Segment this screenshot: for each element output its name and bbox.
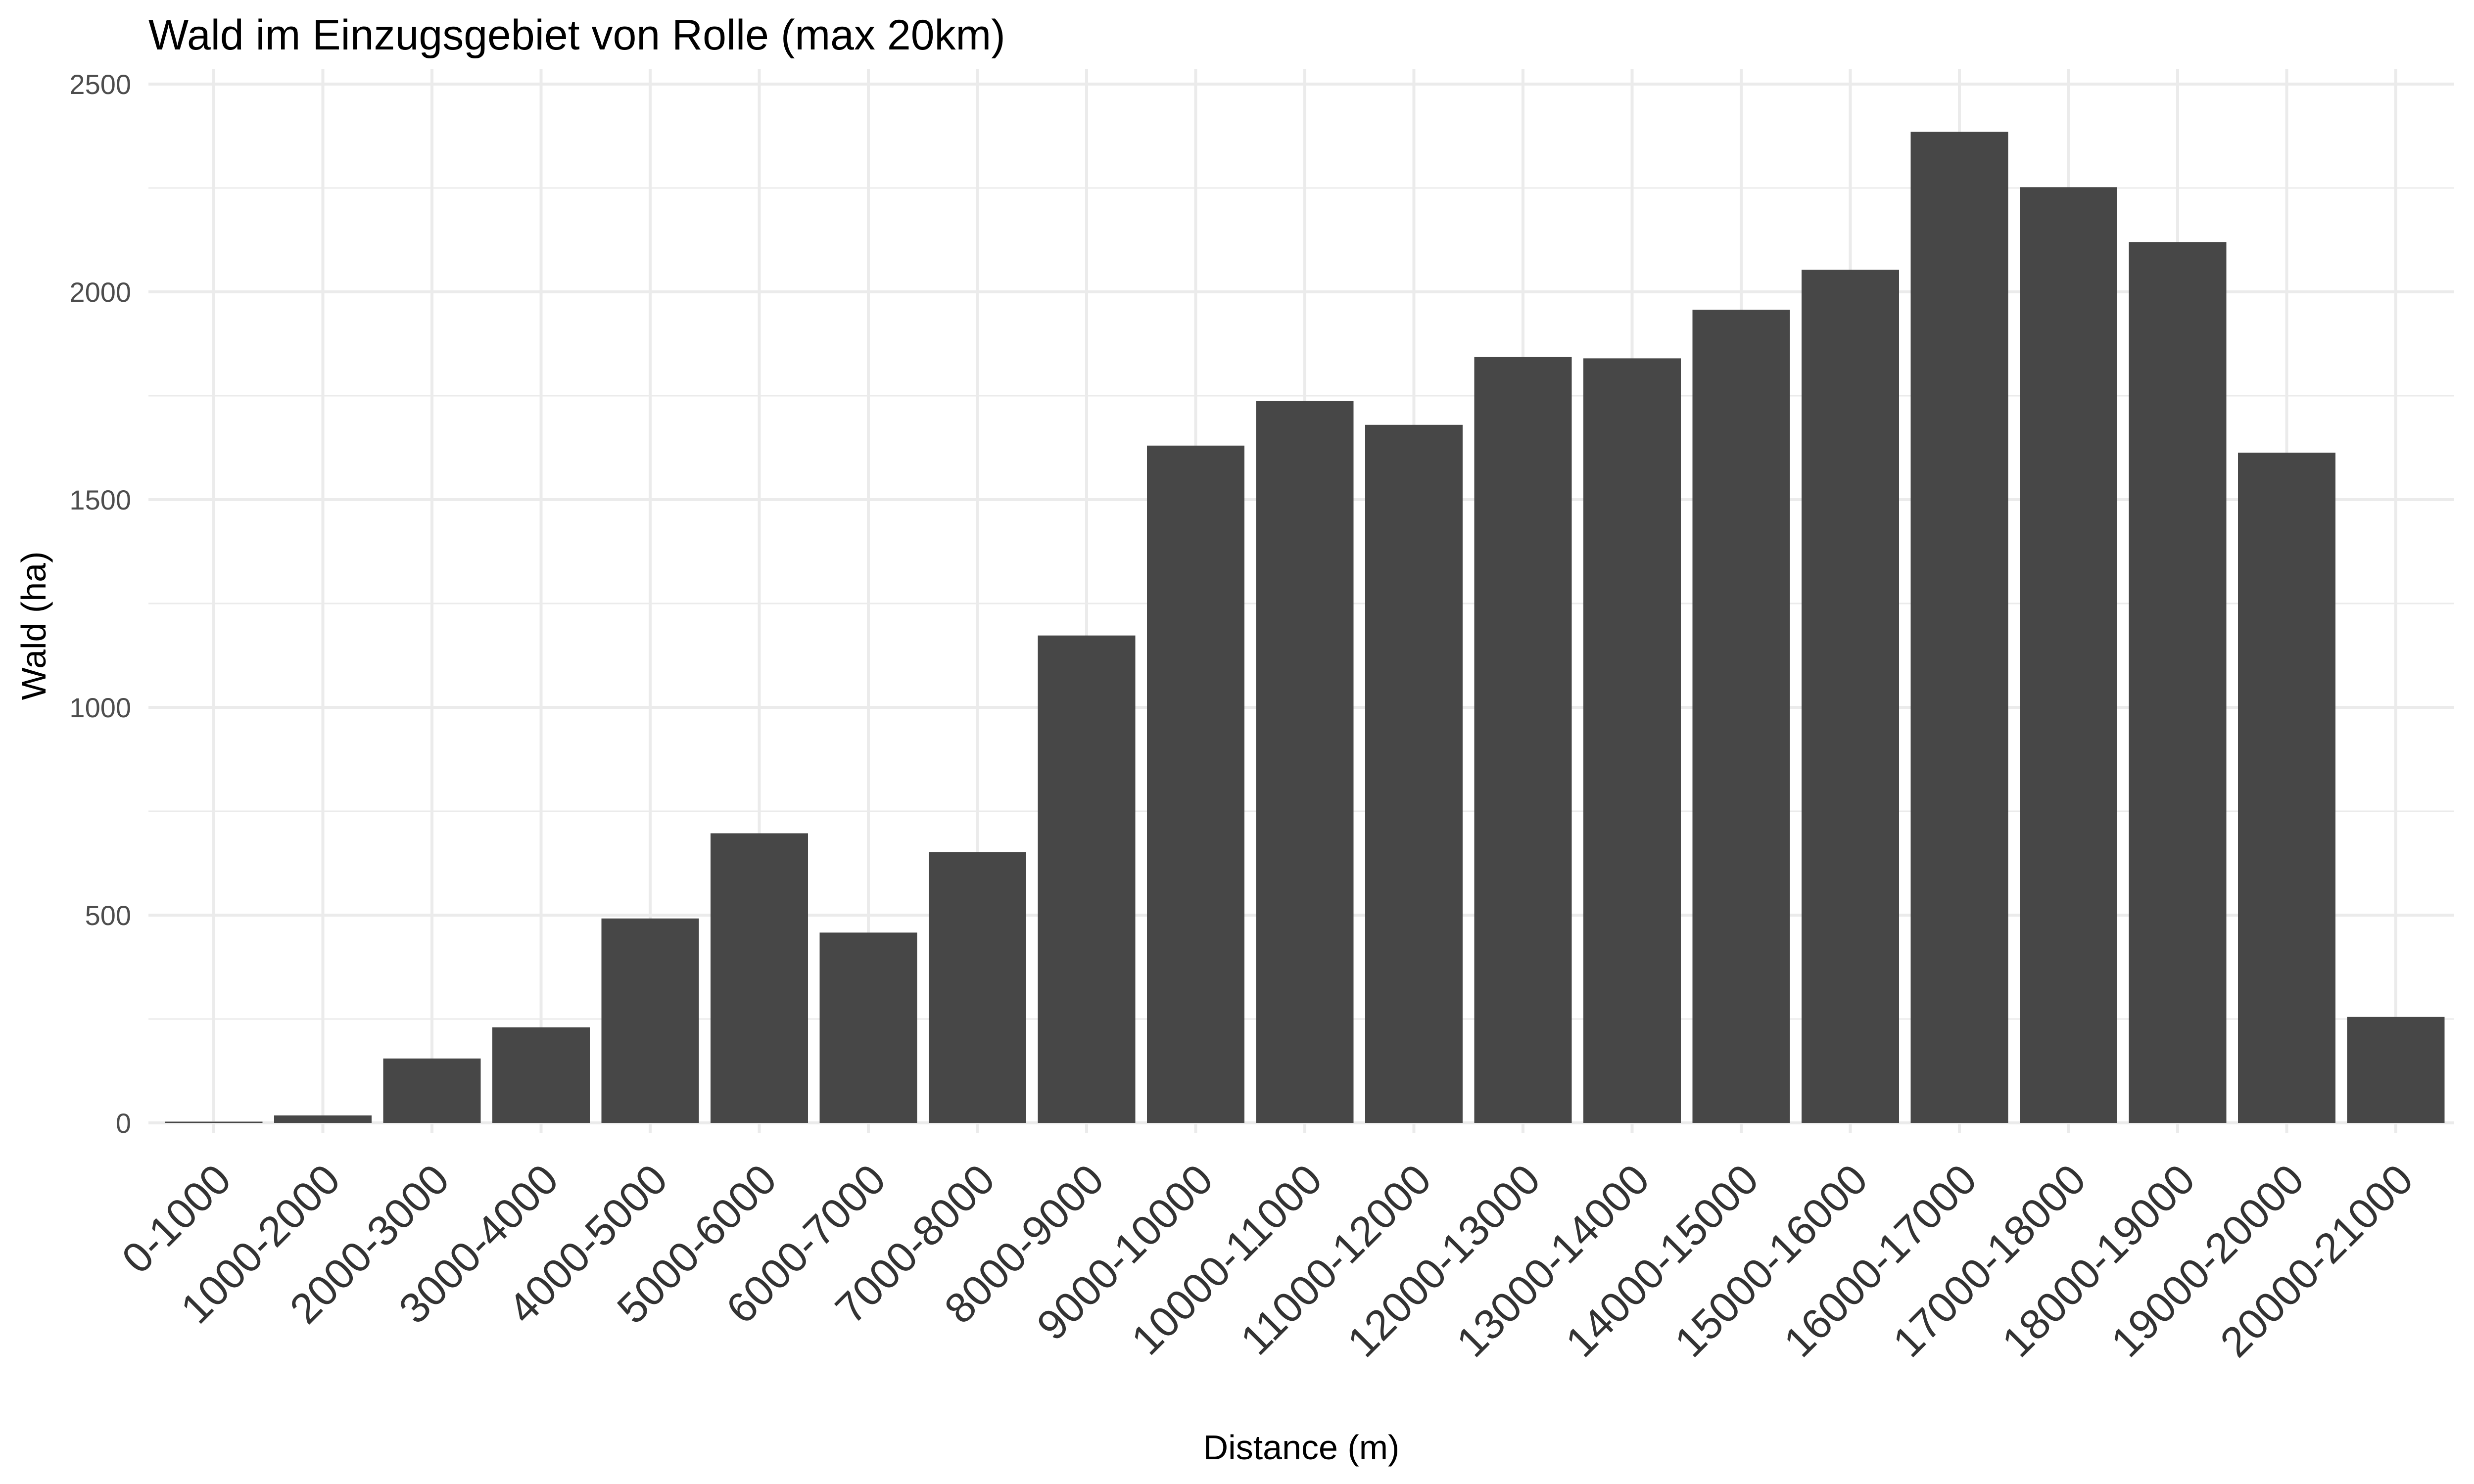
x-tick-label-20: 20000-21000	[2211, 1156, 2422, 1366]
chart-title: Wald im Einzugsgebiet von Rolle (max 20k…	[148, 11, 1005, 59]
y-tick-label-3: 1500	[69, 484, 131, 515]
y-tick-label-5: 2500	[69, 69, 131, 100]
bar-18000-19000	[2129, 242, 2227, 1123]
x-tick-label-12: 12000-13000	[1338, 1156, 1549, 1366]
y-axis-ticks: 0 500 1000 1500 2000 2500	[69, 69, 131, 1139]
bar-11000-12000	[1365, 424, 1463, 1123]
bar-10000-11000	[1256, 401, 1354, 1123]
bar-4000-5000	[601, 918, 699, 1123]
y-tick-label-0: 0	[116, 1108, 131, 1139]
x-tick-label-16: 16000-17000	[1775, 1156, 1986, 1366]
bar-8000-9000	[1038, 635, 1136, 1123]
bar-15000-16000	[1802, 270, 1899, 1123]
x-axis-title: Distance (m)	[1203, 1428, 1400, 1467]
bars	[165, 132, 2445, 1123]
bar-5000-6000	[711, 833, 808, 1123]
x-tick-label-13: 13000-14000	[1448, 1156, 1659, 1366]
bar-19000-20000	[2238, 453, 2335, 1123]
bar-2000-3000	[383, 1058, 481, 1123]
bar-3000-4000	[492, 1027, 590, 1123]
bar-13000-14000	[1583, 358, 1681, 1123]
bar-12000-13000	[1474, 357, 1572, 1123]
bar-9000-10000	[1147, 445, 1244, 1123]
bar-1000-2000	[274, 1115, 372, 1123]
bar-7000-8000	[929, 852, 1026, 1123]
x-axis-ticks: 0-10001000-20002000-30003000-40004000-50…	[113, 1156, 2422, 1366]
bar-14000-15000	[1692, 310, 1790, 1123]
x-tick-label-11: 11000-12000	[1232, 1156, 1440, 1364]
x-tick-label-10: 10000-11000	[1123, 1156, 1332, 1364]
bar-0-1000	[165, 1121, 263, 1123]
x-tick-label-19: 19000-20000	[2102, 1156, 2313, 1366]
y-tick-label-1: 500	[85, 900, 131, 931]
y-tick-label-2: 1000	[69, 692, 131, 723]
bar-6000-7000	[819, 932, 917, 1123]
x-tick-label-17: 17000-18000	[1884, 1156, 2095, 1366]
y-tick-label-4: 2000	[69, 277, 131, 308]
x-tick-label-15: 15000-16000	[1666, 1156, 1877, 1366]
bar-20000-21000	[2347, 1017, 2445, 1123]
y-axis-title: Wald (ha)	[14, 552, 53, 700]
bar-17000-18000	[2020, 187, 2117, 1123]
x-tick-label-18: 18000-19000	[1993, 1156, 2204, 1366]
x-tick-label-14: 14000-15000	[1557, 1156, 1767, 1366]
bar-16000-17000	[1910, 132, 2008, 1123]
